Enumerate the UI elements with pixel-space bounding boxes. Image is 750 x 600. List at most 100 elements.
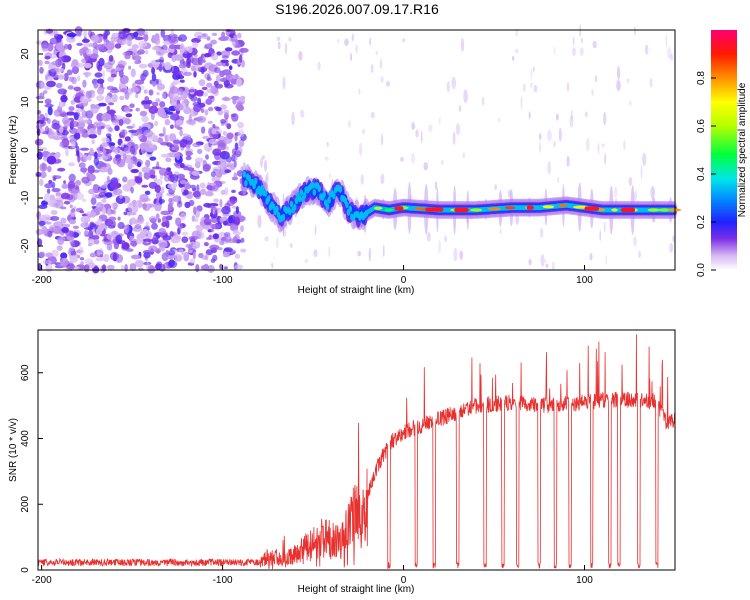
noise-blob (90, 34, 100, 43)
signal-peak-segment (620, 207, 636, 213)
noise-blob (91, 205, 97, 209)
noise-blob (39, 178, 44, 187)
noise-streak (379, 58, 383, 70)
noise-blob (79, 147, 90, 151)
noise-blob (67, 180, 76, 189)
noise-blob (101, 137, 110, 143)
noise-blob (39, 66, 44, 74)
noise-blob (96, 249, 100, 256)
noise-blob (223, 253, 228, 258)
noise-blob (82, 43, 93, 48)
noise-blob (48, 224, 56, 232)
snr-y-tick-label: 0 (20, 567, 31, 573)
noise-blob (101, 69, 105, 79)
noise-blob (130, 168, 139, 174)
noise-blob (81, 38, 90, 44)
noise-blob (108, 55, 114, 62)
noise-blob (211, 32, 218, 37)
noise-blob (112, 93, 118, 103)
noise-streak (603, 112, 607, 126)
noise-blob (235, 206, 239, 215)
noise-blob (231, 154, 236, 162)
colorbar-tick-label: 0.6 (696, 119, 707, 133)
noise-blob (77, 102, 84, 107)
noise-streak (282, 76, 286, 90)
noise-blob (160, 186, 165, 194)
noise-streak (355, 44, 359, 54)
noise-blob (110, 68, 118, 77)
signal-band (302, 192, 307, 199)
noise-blob (218, 36, 229, 41)
noise-blob (199, 188, 207, 195)
noise-blob (100, 166, 109, 172)
noise-blob (204, 62, 214, 70)
noise-blob (154, 120, 159, 127)
noise-blob (167, 260, 178, 269)
noise-blob (92, 194, 99, 199)
noise-blob (82, 198, 87, 202)
noise-streak (438, 240, 441, 254)
signal-band (288, 208, 292, 216)
noise-blob (140, 145, 150, 151)
noise-blob (89, 147, 94, 155)
noise-blob (173, 139, 181, 144)
noise-streak (538, 141, 542, 153)
noise-blob (150, 112, 155, 120)
noise-blob (188, 199, 195, 207)
noise-streak (446, 81, 450, 93)
noise-blob (57, 236, 66, 242)
noise-blob (108, 102, 115, 106)
noise-blob (174, 171, 180, 175)
noise-blob (60, 192, 71, 200)
noise-streak (463, 89, 468, 104)
noise-streak (547, 129, 552, 142)
noise-blob (220, 59, 229, 64)
noise-blob (69, 255, 79, 263)
noise-blob (44, 60, 50, 65)
noise-blob (66, 32, 77, 38)
noise-blob (60, 94, 68, 103)
signal-hotspot (384, 208, 394, 212)
noise-blob (139, 230, 147, 239)
noise-blob (78, 48, 87, 54)
noise-blob (121, 242, 130, 250)
noise-blob (212, 254, 218, 262)
noise-blob (39, 163, 48, 172)
noise-blob (192, 190, 201, 198)
noise-blob (174, 144, 179, 152)
noise-blob (155, 59, 164, 63)
noise-blob (195, 89, 204, 97)
noise-blob (110, 202, 116, 209)
noise-blob (185, 143, 191, 149)
noise-blob (188, 114, 192, 123)
noise-blob (211, 128, 217, 135)
noise-blob (118, 30, 125, 34)
noise-blob (240, 237, 245, 243)
noise-streak (650, 186, 655, 199)
noise-blob (37, 59, 43, 67)
noise-blob (231, 189, 236, 193)
noise-streak (317, 61, 321, 71)
noise-blob (207, 106, 214, 112)
noise-blob (141, 166, 151, 173)
noise-blob (234, 253, 241, 259)
noise-blob (233, 172, 238, 180)
snr-x-tick-label: -200 (32, 575, 52, 586)
noise-blob (144, 50, 149, 55)
noise-blob (134, 36, 144, 41)
signal-band (348, 205, 353, 213)
noise-blob (232, 97, 237, 105)
noise-streak (572, 36, 575, 46)
noise-blob (90, 197, 97, 206)
noise-blob (160, 210, 171, 216)
noise-blob (89, 221, 95, 228)
noise-streak (514, 48, 519, 54)
noise-blob (138, 63, 148, 69)
noise-blob (203, 242, 209, 247)
noise-blob (122, 40, 132, 45)
noise-streak (566, 82, 570, 93)
noise-blob (202, 135, 210, 140)
noise-blob (68, 247, 74, 252)
noise-blob (100, 125, 105, 130)
noise-blob (44, 125, 50, 135)
